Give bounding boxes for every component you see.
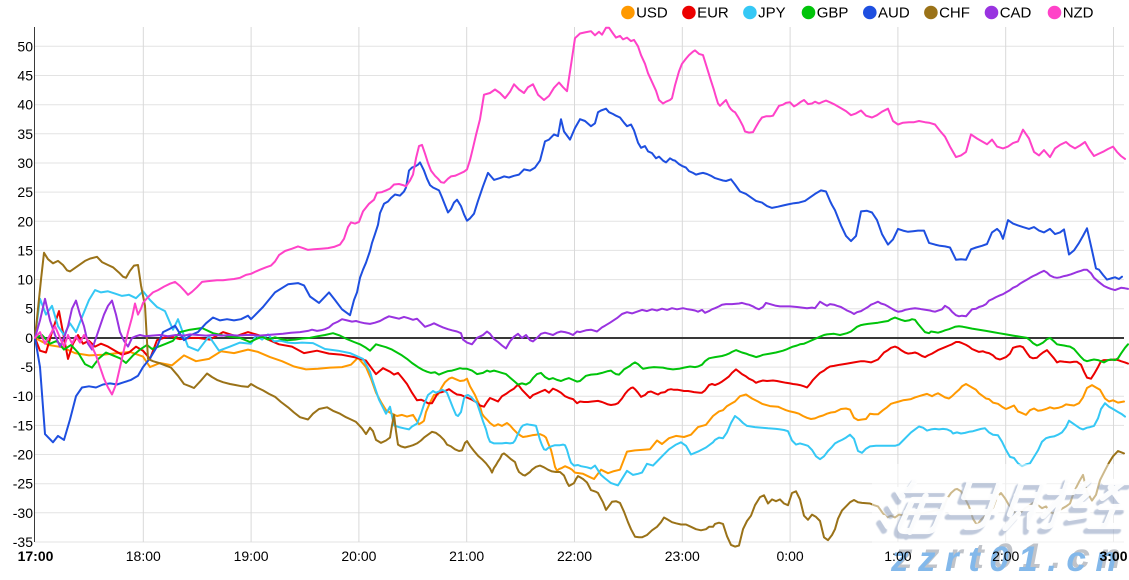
svg-text:CAD: CAD <box>1000 5 1032 22</box>
svg-text:22:00: 22:00 <box>557 548 592 564</box>
svg-text:0: 0 <box>25 330 33 346</box>
svg-text:20: 20 <box>17 213 33 229</box>
svg-text:-20: -20 <box>13 447 33 463</box>
svg-text:1:00: 1:00 <box>884 548 911 564</box>
svg-text:20:00: 20:00 <box>341 548 376 564</box>
svg-text:-5: -5 <box>21 359 34 375</box>
svg-text:NZD: NZD <box>1063 5 1094 22</box>
svg-text:45: 45 <box>17 68 33 84</box>
svg-text:-10: -10 <box>13 388 33 404</box>
svg-text:17:00: 17:00 <box>18 548 54 564</box>
svg-text:0:00: 0:00 <box>776 548 803 564</box>
svg-text:5: 5 <box>25 301 33 317</box>
svg-text:2:00: 2:00 <box>992 548 1019 564</box>
svg-text:CHF: CHF <box>939 5 970 22</box>
svg-text:21:00: 21:00 <box>449 548 484 564</box>
svg-text:15: 15 <box>17 242 33 258</box>
svg-text:USD: USD <box>636 5 668 22</box>
svg-text:-15: -15 <box>13 417 33 433</box>
svg-text:40: 40 <box>17 97 33 113</box>
svg-text:10: 10 <box>17 272 33 288</box>
svg-text:25: 25 <box>17 184 33 200</box>
svg-text:30: 30 <box>17 155 33 171</box>
svg-text:-35: -35 <box>13 534 33 550</box>
svg-text:zzrt01.cn: zzrt01.cn <box>890 540 1126 575</box>
svg-text:-30: -30 <box>13 505 33 521</box>
svg-text:AUD: AUD <box>878 5 910 22</box>
svg-text:18:00: 18:00 <box>126 548 161 564</box>
svg-text:19:00: 19:00 <box>234 548 269 564</box>
svg-text:35: 35 <box>17 126 33 142</box>
svg-text:23:00: 23:00 <box>665 548 700 564</box>
svg-text:EUR: EUR <box>697 5 729 22</box>
svg-text:JPY: JPY <box>758 5 786 22</box>
svg-text:50: 50 <box>17 38 33 54</box>
svg-text:3:00: 3:00 <box>1099 548 1127 564</box>
svg-text:-25: -25 <box>13 476 33 492</box>
svg-text:GBP: GBP <box>817 5 849 22</box>
svg-text:zzrt01.cn: zzrt01.cn <box>894 537 1129 575</box>
